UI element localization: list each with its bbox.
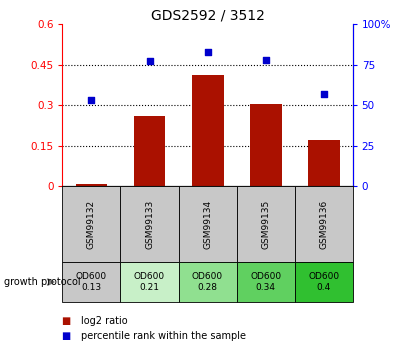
Text: growth protocol: growth protocol xyxy=(4,277,81,287)
Bar xyxy=(249,104,282,186)
Text: GSM99134: GSM99134 xyxy=(203,200,212,249)
Text: GSM99132: GSM99132 xyxy=(87,200,96,249)
Bar xyxy=(179,262,237,302)
Bar xyxy=(179,186,237,262)
Point xyxy=(88,98,95,103)
Point xyxy=(262,57,269,62)
Text: ■: ■ xyxy=(62,316,75,326)
Bar xyxy=(307,140,340,186)
Bar xyxy=(191,76,224,186)
Point xyxy=(204,49,211,55)
Bar xyxy=(237,262,295,302)
Point xyxy=(320,91,327,97)
Text: OD600
0.4: OD600 0.4 xyxy=(308,272,339,292)
Bar xyxy=(295,262,353,302)
Text: GSM99136: GSM99136 xyxy=(319,200,328,249)
Bar xyxy=(237,186,295,262)
Bar xyxy=(62,186,120,262)
Text: OD600
0.34: OD600 0.34 xyxy=(250,272,281,292)
Text: log2 ratio: log2 ratio xyxy=(81,316,127,326)
Text: percentile rank within the sample: percentile rank within the sample xyxy=(81,332,245,341)
Bar xyxy=(62,262,120,302)
Text: GSM99135: GSM99135 xyxy=(261,200,270,249)
Bar xyxy=(120,262,179,302)
Point xyxy=(146,59,153,64)
Text: OD600
0.21: OD600 0.21 xyxy=(134,272,165,292)
Text: OD600
0.28: OD600 0.28 xyxy=(192,272,223,292)
Title: GDS2592 / 3512: GDS2592 / 3512 xyxy=(151,9,264,23)
Bar xyxy=(133,116,166,186)
Text: ■: ■ xyxy=(62,332,75,341)
Bar xyxy=(120,186,179,262)
Text: GSM99133: GSM99133 xyxy=(145,200,154,249)
Bar xyxy=(295,186,353,262)
Bar xyxy=(75,184,108,186)
Text: OD600
0.13: OD600 0.13 xyxy=(76,272,107,292)
